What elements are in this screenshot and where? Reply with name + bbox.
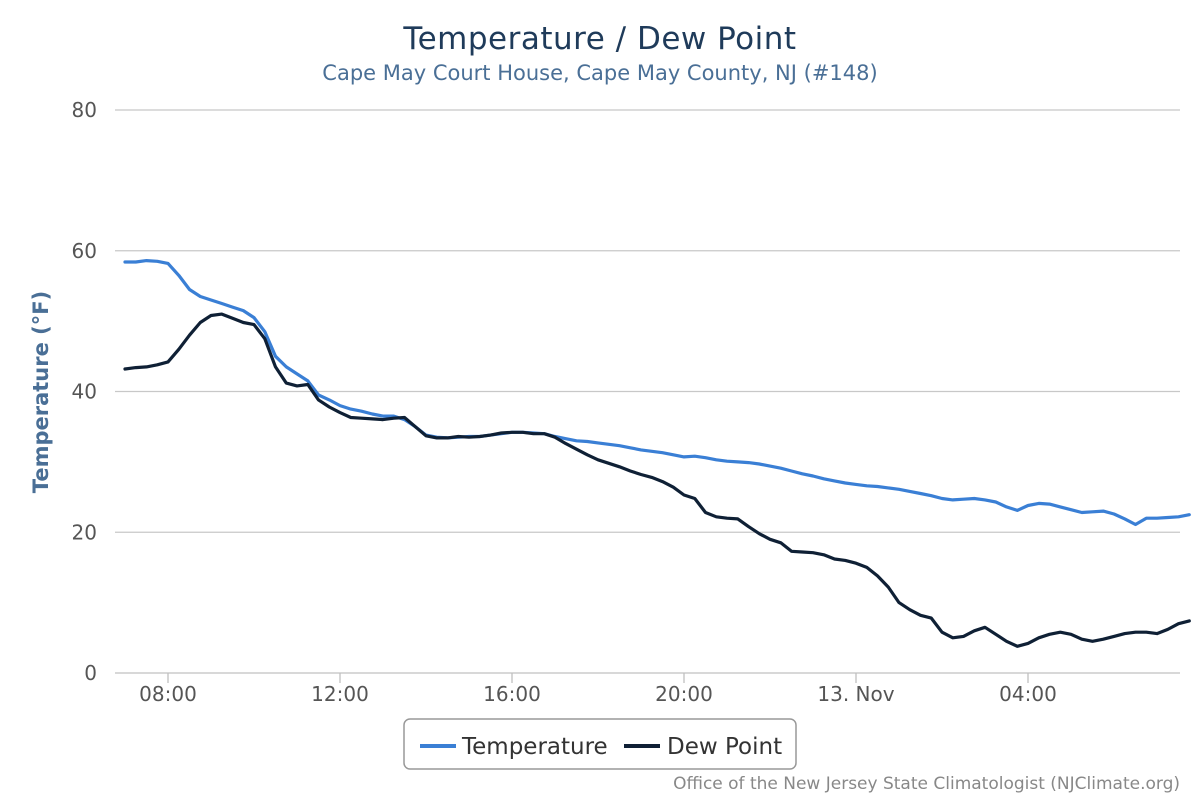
gridlines (115, 109, 1180, 674)
series-line-temperature[interactable] (123, 259, 1191, 527)
y-tick-label: 20 (72, 520, 97, 544)
x-tick-label: 16:00 (483, 682, 541, 706)
y-tick-label: 40 (72, 380, 97, 404)
series-line-dew-point[interactable] (123, 312, 1191, 648)
y-axis-title: Temperature (°F) (29, 291, 53, 493)
legend-box (403, 718, 797, 770)
x-tick-label: 20:00 (655, 682, 713, 706)
y-axis-ticks: 0 20 40 60 80 (72, 98, 97, 685)
x-tick-label: 08:00 (139, 682, 197, 706)
x-tick-label: 13. Nov (817, 682, 894, 706)
x-tick-label: 04:00 (999, 682, 1057, 706)
legend-label-dew-point: Dew Point (667, 734, 782, 760)
plot-series (123, 259, 1191, 648)
legend[interactable]: Temperature Dew Point (403, 718, 797, 770)
y-tick-label: 80 (72, 98, 97, 122)
y-tick-label: 0 (84, 661, 97, 685)
chart-subtitle: Cape May Court House, Cape May County, N… (322, 61, 877, 85)
credit-text: Office of the New Jersey State Climatolo… (673, 774, 1180, 794)
x-axis-ticks: 08:00 12:00 16:00 20:00 13. Nov 04:00 (139, 673, 1057, 706)
legend-label-temperature: Temperature (461, 734, 608, 760)
y-tick-label: 60 (72, 239, 97, 263)
chart-title: Temperature / Dew Point (402, 21, 796, 57)
legend-item-temperature[interactable]: Temperature (420, 734, 608, 760)
legend-item-dew-point[interactable]: Dew Point (624, 734, 782, 760)
x-tick-label: 12:00 (311, 682, 369, 706)
